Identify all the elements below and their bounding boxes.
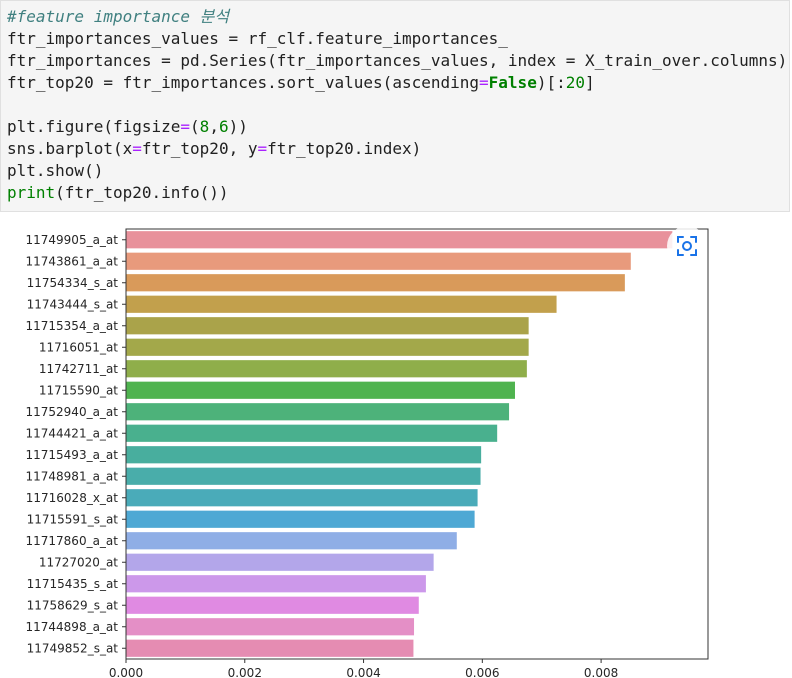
- x-tick-label: 0.008: [584, 666, 618, 678]
- bar-11752940_a_at: [126, 403, 510, 421]
- x-tick-label: 0.004: [346, 666, 380, 678]
- bar-11744421_a_at: [126, 424, 498, 442]
- code-line-7: sns.barplot(x=ftr_top20, y=ftr_top20.ind…: [7, 139, 422, 158]
- y-tick-label: 11743444_s_at: [27, 297, 119, 311]
- bar-11749852_s_at: [126, 639, 414, 657]
- bar-11754334_s_at: [126, 274, 625, 292]
- y-tick-label: 11716051_at: [39, 340, 118, 354]
- x-tick-label: 0.002: [228, 666, 262, 678]
- feature-importance-chart: 11749905_a_at 11743861_a_at 11754334_s_at 1…: [26, 228, 709, 678]
- y-tick-label: 11715435_s_at: [27, 577, 119, 591]
- plot-frame: [125, 228, 709, 660]
- code-line-8: plt.show(): [7, 161, 104, 180]
- y-tick-label: 11716028_x_at: [26, 491, 119, 505]
- cell-output: 11749905_a_at 11743861_a_at 11754334_s_at 1…: [0, 214, 792, 678]
- y-tick-label: 11754334_s_at: [27, 276, 119, 290]
- bar-11748981_a_at: [126, 467, 481, 485]
- y-tick-label: 11715590_at: [39, 383, 118, 397]
- code-editor[interactable]: #feature importance 분석 ftr_importances_v…: [1, 1, 789, 204]
- y-tick-label: 11758629_s_at: [27, 598, 119, 612]
- code-line-4: ftr_top20 = ftr_importances.sort_values(…: [7, 73, 595, 92]
- y-tick-label: 11744421_a_at: [26, 426, 119, 440]
- bar-11758629_s_at: [126, 596, 419, 614]
- bar-11715590_at: [126, 381, 515, 399]
- bar-11744898_a_at: [126, 618, 415, 636]
- code-line-2: ftr_importances_values = rf_clf.feature_…: [7, 29, 508, 48]
- y-tick-label: 11717860_a_at: [26, 534, 119, 548]
- copy-image-icon: [677, 236, 697, 256]
- bar-11717860_a_at: [126, 532, 457, 550]
- y-tick-label: 11752940_a_at: [26, 405, 119, 419]
- bar-11743861_a_at: [126, 252, 631, 270]
- code-line-6: plt.figure(figsize=(8,6)): [7, 117, 248, 136]
- bar-11715354_a_at: [126, 317, 529, 335]
- copy-image-button[interactable]: [667, 226, 707, 266]
- y-tick-label: 11727020_at: [39, 555, 118, 569]
- y-tick-label: 11749852_s_at: [27, 641, 119, 655]
- code-cell[interactable]: #feature importance 분석 ftr_importances_v…: [0, 0, 790, 212]
- code-line-9: print(ftr_top20.info()): [7, 183, 229, 202]
- bar-11716028_x_at: [126, 489, 478, 507]
- bar-11743444_s_at: [126, 295, 557, 313]
- y-tick-label: 11715354_a_at: [26, 319, 119, 333]
- y-tick-label: 11748981_a_at: [26, 469, 119, 483]
- x-tick-label: 0.000: [109, 666, 143, 678]
- bar-11715435_s_at: [126, 575, 426, 593]
- x-tick-label: 0.006: [465, 666, 499, 678]
- bar-11716051_at: [126, 338, 529, 356]
- y-tick-label: 11715493_a_at: [26, 448, 119, 462]
- y-tick-label: 11715591_s_at: [27, 512, 119, 526]
- y-tick-label: 11742711_at: [39, 362, 118, 376]
- bar-11715591_s_at: [126, 510, 475, 528]
- bar-11715493_a_at: [126, 446, 482, 464]
- code-line-comment: #feature importance 분석: [7, 7, 230, 26]
- bar-11727020_at: [126, 553, 434, 571]
- bar-11749905_a_at: [126, 231, 673, 249]
- bar-11742711_at: [126, 360, 527, 378]
- code-line-3: ftr_importances = pd.Series(ftr_importan…: [7, 51, 788, 70]
- y-tick-label: 11744898_a_at: [26, 620, 119, 634]
- y-tick-label: 11749905_a_at: [26, 233, 119, 247]
- y-tick-label: 11743861_a_at: [26, 254, 119, 268]
